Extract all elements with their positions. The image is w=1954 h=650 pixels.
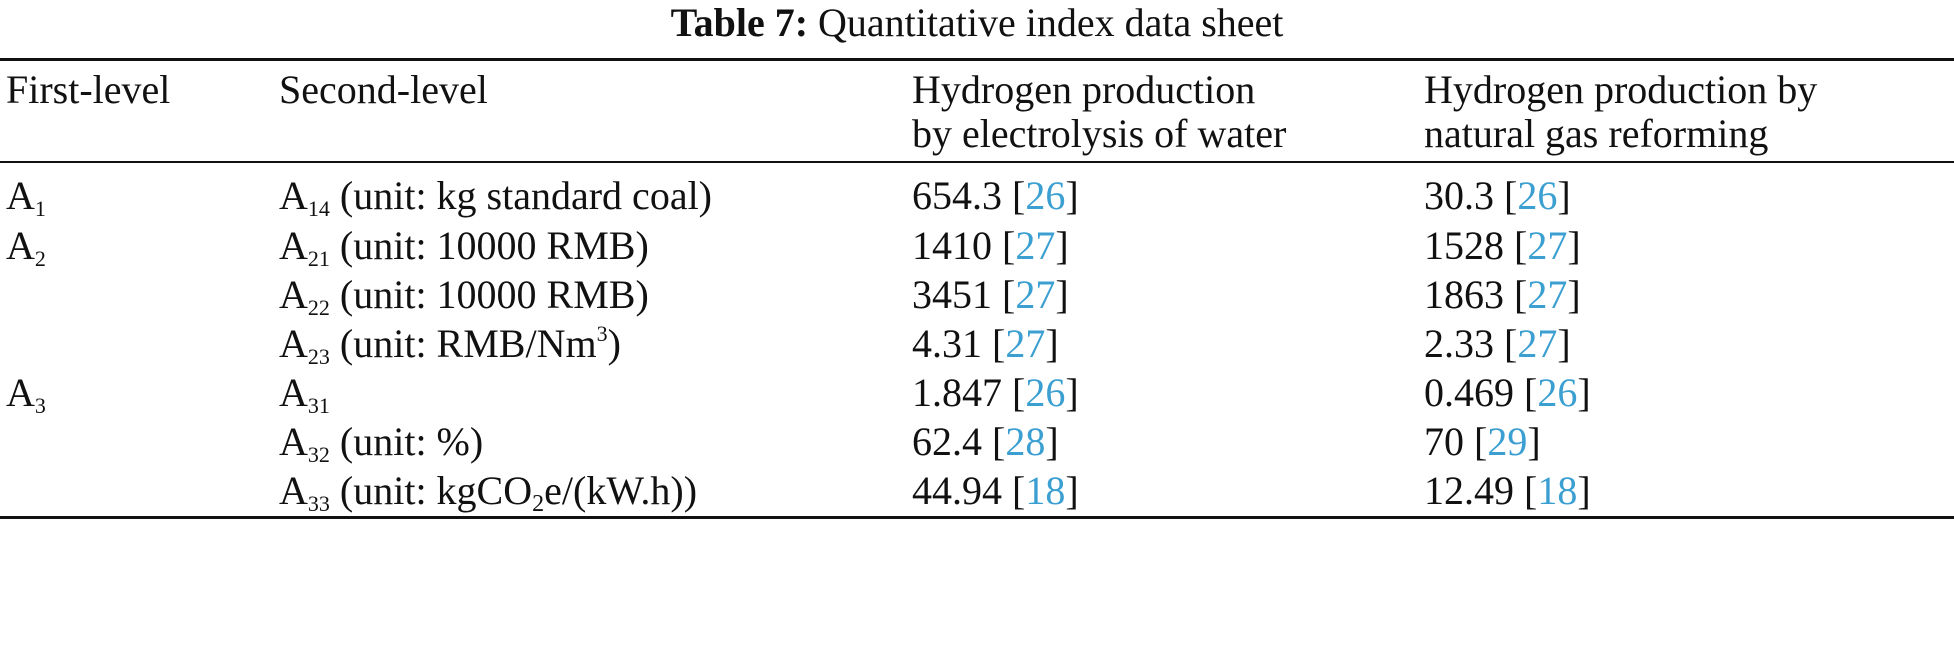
value-cell: 70 [29] [1424,419,1541,464]
second-level-cell: A21 (unit: 10000 RMB) [279,223,649,271]
table-caption: Table 7: Quantitative index data sheet [0,0,1954,46]
header-col3-line2: by electrolysis of water [912,111,1287,156]
value-cell: 654.3 [26] [912,173,1079,218]
header-col4-line2: natural gas reforming [1424,111,1769,156]
citation-link[interactable]: 26 [1517,173,1558,218]
citation-link[interactable]: 27 [1527,272,1568,317]
value-cell: 2.33 [27] [1424,321,1571,366]
header-col3-line1: Hydrogen production [912,67,1256,112]
caption-label: Table 7: [670,0,809,45]
second-level-cell: A32 (unit: %) [279,419,484,467]
citation-link[interactable]: 29 [1487,419,1528,464]
second-level-cell: A31 [279,370,330,418]
header-first-level: First-level [6,67,171,112]
value-cell: 1863 [27] [1424,272,1581,317]
value-cell: 1528 [27] [1424,223,1581,268]
first-level-cell: A3 [6,370,46,418]
citation-link[interactable]: 18 [1537,468,1578,513]
second-level-cell: A14 (unit: kg standard coal) [279,173,712,221]
citation-link[interactable]: 26 [1537,370,1578,415]
citation-link[interactable]: 26 [1025,173,1066,218]
value-cell: 12.49 [18] [1424,468,1591,513]
bottom-rule [0,516,1954,519]
header-col4-line1: Hydrogen production by [1424,67,1818,112]
header-rule [0,161,1954,163]
citation-link[interactable]: 27 [1527,223,1568,268]
second-level-cell: A22 (unit: 10000 RMB) [279,272,649,320]
top-rule [0,58,1954,61]
citation-link[interactable]: 28 [1005,419,1046,464]
citation-link[interactable]: 27 [1517,321,1558,366]
value-cell: 0.469 [26] [1424,370,1591,415]
first-level-cell: A1 [6,173,46,221]
value-cell: 1.847 [26] [912,370,1079,415]
second-level-cell: A23 (unit: RMB/Nm3) [279,321,621,369]
caption-text: Quantitative index data sheet [818,0,1284,45]
citation-link[interactable]: 18 [1025,468,1066,513]
second-level-cell: A33 (unit: kgCO2e/(kW.h)) [279,468,698,517]
header-second-level: Second-level [279,67,488,112]
citation-link[interactable]: 26 [1025,370,1066,415]
citation-link[interactable]: 27 [1015,223,1056,268]
value-cell: 3451 [27] [912,272,1069,317]
citation-link[interactable]: 27 [1015,272,1056,317]
value-cell: 4.31 [27] [912,321,1059,366]
value-cell: 62.4 [28] [912,419,1059,464]
first-level-cell: A2 [6,223,46,271]
value-cell: 1410 [27] [912,223,1069,268]
value-cell: 30.3 [26] [1424,173,1571,218]
citation-link[interactable]: 27 [1005,321,1046,366]
value-cell: 44.94 [18] [912,468,1079,513]
